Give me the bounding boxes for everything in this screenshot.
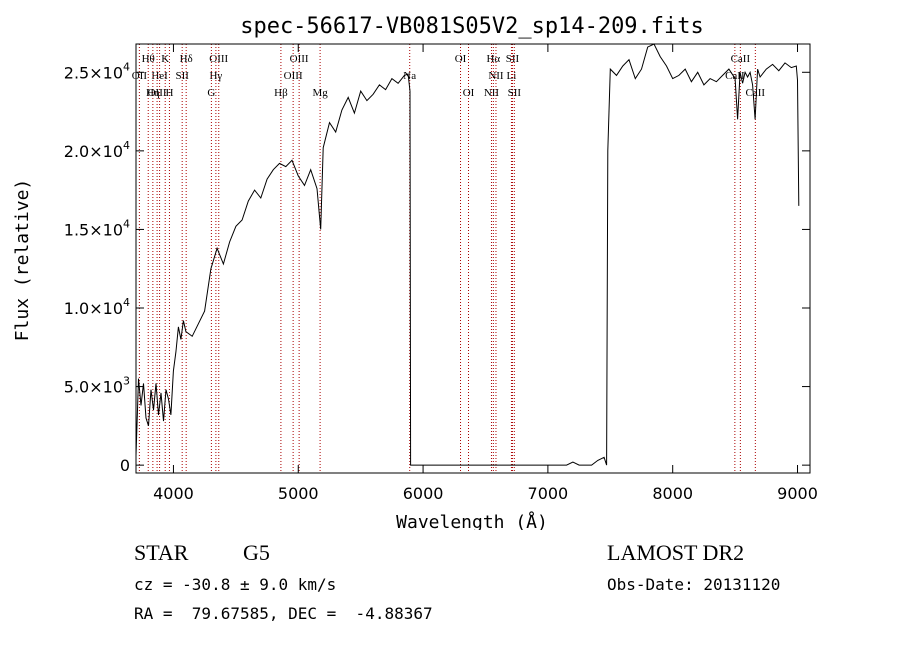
marker-label: Li	[507, 70, 517, 82]
y-tick-exponent: 4	[123, 217, 130, 230]
x-tick-label: 6000	[403, 484, 444, 503]
y-tick-mantissa: 2.5×10	[64, 63, 123, 82]
y-tick-exponent: 4	[123, 296, 130, 309]
y-tick-mantissa: 0	[120, 456, 130, 475]
x-tick-label: 9000	[777, 484, 818, 503]
marker-label: Mg	[312, 87, 328, 99]
x-axis-ticks: 4000 5000 6000 7000 8000 9000	[153, 44, 818, 503]
marker-label: Hγ	[209, 70, 222, 82]
spectrum-line	[135, 43, 800, 466]
marker-label: NII	[488, 70, 504, 82]
x-axis-label: Wavelength (Å)	[396, 511, 548, 530]
y-tick-exponent: 3	[123, 375, 130, 388]
marker-label: HeI	[151, 70, 168, 82]
marker-label: Hβ	[274, 87, 288, 99]
survey-name: LAMOST DR2	[607, 540, 745, 565]
marker-label: G	[207, 87, 215, 99]
y-tick-label: 1.5×104	[64, 217, 130, 239]
marker-label: SII	[506, 53, 520, 65]
y-axis-label: Flux (relative)	[12, 179, 33, 342]
redshift-velocity: cz = -30.8 ± 9.0 km/s	[134, 575, 337, 594]
marker-label: CaII	[746, 87, 766, 99]
marker-label: K	[161, 53, 169, 65]
y-tick-exponent: 4	[123, 60, 130, 73]
x-tick-label: 7000	[528, 484, 569, 503]
marker-label: NII	[484, 87, 500, 99]
marker-label: SII	[175, 70, 189, 82]
marker-label: OIII	[209, 53, 228, 65]
y-tick-label: 2.0×104	[64, 139, 130, 161]
object-class: STAR	[134, 540, 189, 565]
x-tick-label: 5000	[278, 484, 319, 503]
marker-label: H	[165, 87, 173, 99]
chart-title: spec-56617-VB081S05V2_sp14-209.fits	[240, 14, 704, 39]
y-tick-mantissa: 5.0×10	[64, 378, 123, 397]
plot-frame	[135, 43, 811, 474]
y-tick-mantissa: 2.0×10	[64, 142, 123, 161]
y-tick-mantissa: 1.0×10	[64, 299, 123, 318]
y-tick-label: 0	[120, 456, 130, 475]
marker-label: SII	[508, 87, 522, 99]
coordinates: RA = 79.67585, DEC = -4.88367	[134, 604, 433, 623]
y-tick-exponent: 4	[123, 139, 130, 152]
marker-label: OIII	[284, 70, 303, 82]
marker-label: Hη	[146, 87, 160, 99]
marker-label: OI	[455, 53, 467, 65]
marker-label: CaII	[731, 53, 751, 65]
marker-label: Na	[403, 70, 416, 82]
marker-label: OIII	[290, 53, 309, 65]
spectral-subclass: G5	[243, 540, 270, 565]
x-tick-label: 8000	[652, 484, 693, 503]
spectrum-chart: spec-56617-VB081S05V2_sp14-209.fits Hθ K H…	[12, 14, 818, 530]
marker-label: Hδ	[180, 53, 193, 65]
marker-label: Hα	[486, 53, 500, 65]
marker-label: OI	[463, 87, 475, 99]
observation-date: Obs-Date: 20131120	[607, 575, 781, 594]
marker-label: Hθ	[142, 53, 155, 65]
y-tick-label: 1.0×104	[64, 296, 130, 318]
y-tick-label: 5.0×103	[64, 375, 130, 397]
x-tick-label: 4000	[153, 484, 194, 503]
y-tick-mantissa: 1.5×10	[64, 220, 123, 239]
y-tick-label: 2.5×104	[64, 60, 130, 82]
